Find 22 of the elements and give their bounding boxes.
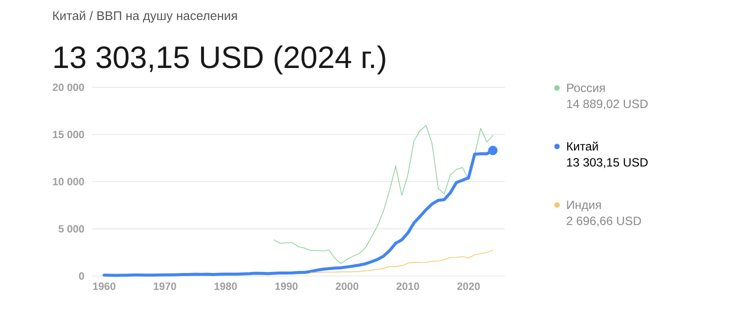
y-tick-label: 10 000 <box>53 178 84 186</box>
line-series <box>310 250 494 274</box>
y-tick-label: 15 000 <box>53 130 84 138</box>
x-tick-label: 1970 <box>154 282 176 290</box>
chart-subtitle: Китай / ВВП на душу населения <box>53 10 237 23</box>
chart-title: 13 303,15 USD (2024 г.) <box>54 46 386 74</box>
x-tick-label: 2000 <box>336 282 358 290</box>
text: 13 303,15 USD <box>567 158 648 168</box>
text: 14 889,02 USD <box>567 100 648 110</box>
x-tick-label: 1960 <box>93 282 116 290</box>
y-tick-label: 5 000 <box>58 225 84 233</box>
legend-label: Китай <box>567 142 598 151</box>
legend-label: Россия <box>567 84 605 92</box>
y-tick-label: 0 <box>79 272 84 280</box>
legend-label: Индия <box>567 200 601 212</box>
y-tick-label: 20 000 <box>52 84 84 92</box>
x-tick-label: 1980 <box>214 282 237 290</box>
text: 2 696,66 USD <box>566 216 641 227</box>
x-tick-label: 2020 <box>457 282 480 290</box>
line-series <box>274 125 494 264</box>
x-tick-label: 1990 <box>275 282 298 290</box>
x-tick-label: 2010 <box>396 282 420 290</box>
